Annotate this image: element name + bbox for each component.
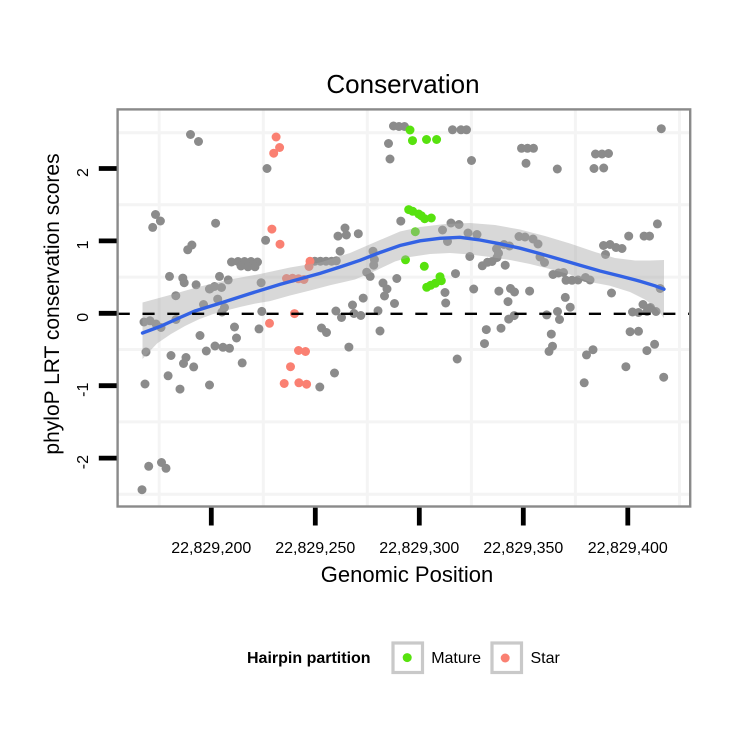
svg-text:Genomic Position: Genomic Position	[321, 562, 493, 587]
svg-text:22,829,350: 22,829,350	[483, 540, 563, 557]
svg-text:22,829,400: 22,829,400	[588, 540, 668, 557]
svg-text:22,829,200: 22,829,200	[171, 540, 251, 557]
svg-text:2: 2	[75, 168, 92, 177]
svg-text:phyloP LRT conservation scores: phyloP LRT conservation scores	[41, 153, 64, 454]
svg-text:Mature: Mature	[431, 650, 481, 667]
svg-text:-1: -1	[75, 382, 92, 396]
svg-text:Hairpin partition: Hairpin partition	[247, 650, 371, 667]
svg-text:Conservation: Conservation	[326, 69, 479, 99]
svg-text:1: 1	[75, 240, 92, 249]
svg-text:22,829,300: 22,829,300	[379, 540, 459, 557]
svg-text:22,829,250: 22,829,250	[275, 540, 355, 557]
svg-text:-2: -2	[75, 455, 92, 469]
svg-text:Star: Star	[531, 650, 561, 667]
svg-text:0: 0	[75, 313, 92, 322]
